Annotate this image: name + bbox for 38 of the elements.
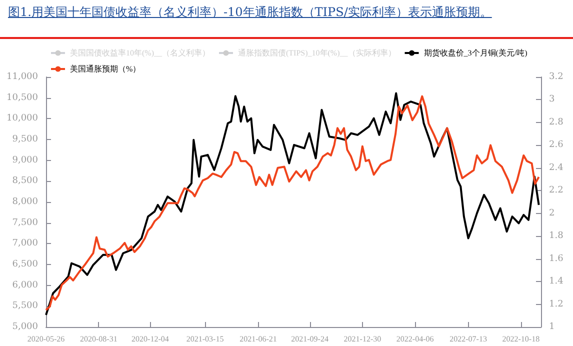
y-tick-label: 5,000	[12, 322, 38, 332]
y2-tick-label: 3.2	[549, 72, 564, 82]
y-tick-label: 5,500	[12, 301, 38, 312]
y-tick-label: 7,500	[12, 218, 38, 228]
x-tick-label: 2021-12-30	[344, 334, 382, 344]
y2-tick-label: 1	[549, 322, 555, 332]
y-tick-label: 6,000	[12, 280, 38, 290]
y2-tick-label: 2.6	[549, 140, 564, 150]
y-tick-label: 8,500	[12, 176, 38, 186]
y2-tick-label: 3	[549, 94, 555, 105]
y2-tick-label: 1.6	[549, 254, 564, 264]
chart-title: 图1.用美国十年国债收益率（名义利率）-10年通胀指数（TIPS/实际利率）表示通胀预期。	[8, 4, 492, 21]
x-tick-label: 2020-12-04	[132, 334, 169, 344]
y-tick-label: 6,500	[12, 260, 38, 270]
y-tick-label: 10,000	[6, 114, 38, 124]
y2-tick-label: 2.2	[549, 186, 564, 196]
y2-tick-label: 1.4	[549, 276, 564, 287]
legend-label: 美国通胀预期（%）	[70, 64, 141, 74]
y2-tick-label: 2.4	[549, 162, 564, 173]
x-tick-label: 2021-06-21	[240, 334, 277, 344]
x-tick-label: 2022-10-18	[502, 334, 540, 344]
x-tick-label: 2020-05-26	[27, 334, 65, 344]
y-tick-label: 10,500	[6, 92, 38, 103]
x-tick-label: 2021-09-24	[291, 334, 328, 344]
y-tick-label: 9,000	[12, 155, 38, 166]
y-tick-label: 9,500	[12, 134, 38, 144]
x-tick-label: 2021-03-15	[186, 334, 224, 344]
x-tick-label: 2022-07-13	[450, 334, 487, 344]
x-tick-label: 2022-04-06	[396, 334, 434, 344]
y2-tick-label: 1.2	[549, 299, 564, 310]
y-tick-label: 8,000	[12, 197, 38, 207]
y2-tick-label: 1.8	[549, 231, 564, 242]
y2-tick-label: 2.8	[549, 117, 564, 128]
y-tick-label: 7,000	[12, 238, 38, 249]
y2-tick-label: 2	[549, 208, 555, 218]
y-tick-label: 11,000	[6, 72, 38, 82]
legend-label: 期货收盘价_3个月铜(美元/吨)	[424, 48, 528, 58]
x-tick-label: 2020-08-31	[80, 334, 118, 344]
